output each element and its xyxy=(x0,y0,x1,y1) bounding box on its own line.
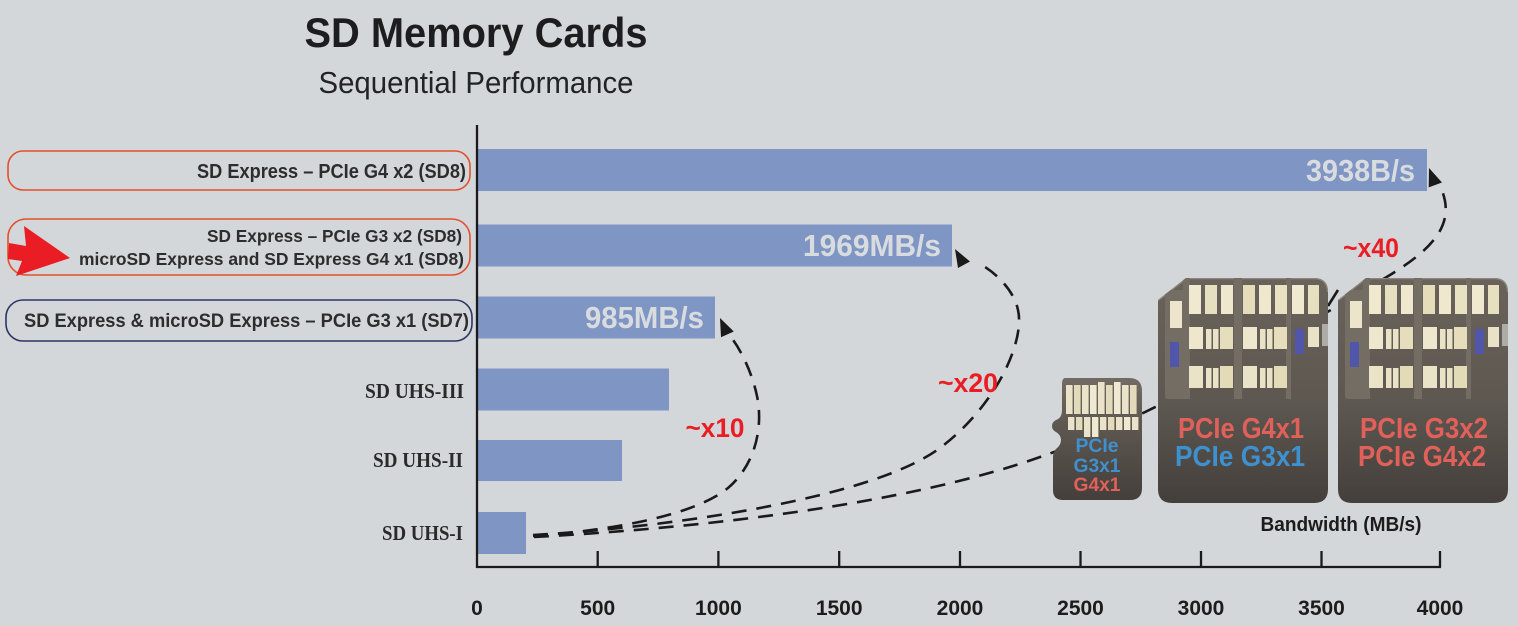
svg-text:3938B/s: 3938B/s xyxy=(1306,153,1415,188)
svg-text:1969MB/s: 1969MB/s xyxy=(803,228,941,263)
svg-text:SD Express & microSD Express –: SD Express & microSD Express – PCIe G3 x… xyxy=(24,310,469,332)
svg-text:1000: 1000 xyxy=(695,597,742,620)
svg-text:2000: 2000 xyxy=(937,597,984,620)
svg-text:~x40: ~x40 xyxy=(1343,233,1399,263)
svg-text:Bandwidth (MB/s): Bandwidth (MB/s) xyxy=(1261,513,1422,536)
svg-text:PCIe G4x2: PCIe G4x2 xyxy=(1358,441,1486,473)
svg-text:~x10: ~x10 xyxy=(686,413,745,443)
svg-text:SD Memory Cards: SD Memory Cards xyxy=(305,9,648,56)
svg-text:SD Express – PCIe G4 x2 (SD8): SD Express – PCIe G4 x2 (SD8) xyxy=(197,160,466,183)
svg-text:4000: 4000 xyxy=(1417,597,1464,620)
svg-text:microSD Express and SD Express: microSD Express and SD Express G4 x1 (SD… xyxy=(79,249,464,269)
svg-text:3500: 3500 xyxy=(1298,597,1345,620)
svg-text:PCIe G4x1: PCIe G4x1 xyxy=(1178,413,1304,445)
svg-text:Sequential Performance: Sequential Performance xyxy=(319,65,634,100)
svg-text:G4x1: G4x1 xyxy=(1074,475,1121,496)
svg-text:~x20: ~x20 xyxy=(938,368,998,398)
svg-text:SD UHS-III: SD UHS-III xyxy=(365,379,464,403)
svg-text:G3x1: G3x1 xyxy=(1074,456,1121,477)
svg-text:SD Express – PCIe G3 x2 (SD8): SD Express – PCIe G3 x2 (SD8) xyxy=(207,226,462,246)
svg-text:985MB/s: 985MB/s xyxy=(585,300,704,335)
svg-text:3000: 3000 xyxy=(1178,597,1225,620)
svg-text:1500: 1500 xyxy=(816,597,863,620)
svg-text:PCIe G3x2: PCIe G3x2 xyxy=(1360,413,1488,445)
svg-text:PCIe G3x1: PCIe G3x1 xyxy=(1175,441,1305,473)
svg-text:SD UHS-II: SD UHS-II xyxy=(373,448,463,472)
svg-text:2500: 2500 xyxy=(1057,597,1104,620)
svg-text:500: 500 xyxy=(580,597,615,620)
svg-text:SD UHS-I: SD UHS-I xyxy=(382,521,463,545)
svg-text:0: 0 xyxy=(471,597,483,620)
svg-text:PCIe: PCIe xyxy=(1076,436,1119,457)
